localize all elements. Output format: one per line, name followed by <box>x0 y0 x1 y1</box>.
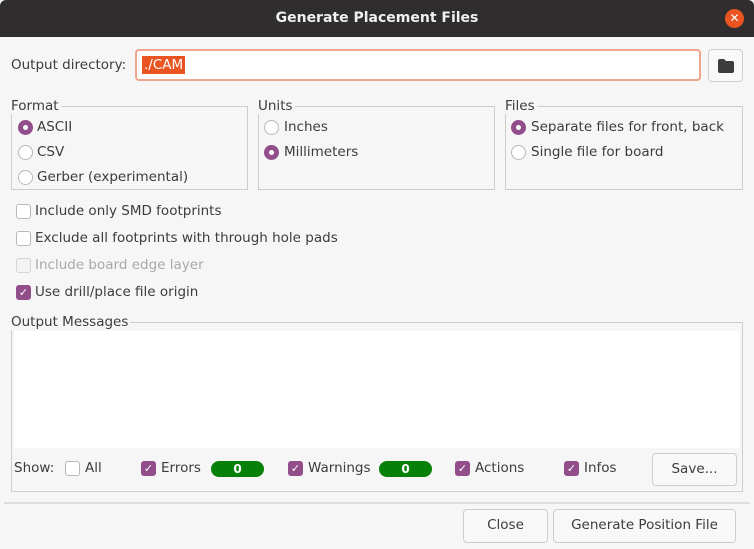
checkbox-icon <box>16 231 31 246</box>
browse-button[interactable] <box>708 49 743 82</box>
radio-icon <box>511 145 526 160</box>
checkmark-icon: ✓ <box>288 461 303 476</box>
checkbox-label: Errors <box>161 460 201 476</box>
output-directory-value: ./CAM <box>142 56 186 74</box>
generate-position-file-button[interactable]: Generate Position File <box>553 509 736 543</box>
radio-label: Gerber (experimental) <box>37 169 189 185</box>
checkbox-label: Warnings <box>308 460 371 476</box>
files-group: Files <box>505 98 743 190</box>
divider <box>4 502 750 504</box>
radio-label: Separate files for front, back <box>531 119 724 135</box>
checkbox-label: Include board edge layer <box>35 257 204 273</box>
checkbox-icon <box>16 204 31 219</box>
title-bar: Generate Placement Files ✕ <box>0 0 754 37</box>
output-directory-input[interactable]: ./CAM <box>135 49 701 81</box>
checkmark-icon: ✓ <box>455 461 470 476</box>
close-button[interactable]: Close <box>463 509 548 543</box>
show-label: Show: <box>14 460 55 476</box>
output-messages-group: Output Messages <box>11 314 743 492</box>
warnings-count-badge: 0 <box>379 461 432 477</box>
units-legend: Units <box>258 98 295 114</box>
radio-icon <box>18 145 33 160</box>
radio-label: Single file for board <box>531 144 664 160</box>
format-group: Format <box>11 98 248 190</box>
checkbox-label: Use drill/place file origin <box>35 284 199 300</box>
output-directory-label: Output directory: <box>11 57 127 73</box>
radio-label: Millimeters <box>284 144 359 160</box>
folder-icon <box>718 59 734 73</box>
checkbox-label: All <box>85 460 102 476</box>
checkbox-label: Infos <box>584 460 617 476</box>
radio-label: CSV <box>37 144 65 160</box>
errors-count-badge: 0 <box>211 461 264 477</box>
radio-icon <box>18 170 33 185</box>
messages-panel[interactable] <box>14 331 740 448</box>
format-legend: Format <box>11 98 61 114</box>
radio-icon <box>264 120 279 135</box>
checkbox-label: Include only SMD footprints <box>35 203 222 219</box>
units-group: Units <box>258 98 495 190</box>
checkmark-icon: ✓ <box>16 285 31 300</box>
radio-icon <box>511 120 526 135</box>
checkbox-label: Exclude all footprints with through hole… <box>35 230 338 246</box>
checkbox-label: Actions <box>475 460 525 476</box>
checkbox-icon <box>16 258 31 273</box>
radio-icon <box>264 145 279 160</box>
radio-label: ASCII <box>37 119 73 135</box>
output-messages-legend: Output Messages <box>11 314 131 330</box>
close-icon[interactable]: ✕ <box>725 9 744 28</box>
checkbox-icon <box>65 461 80 476</box>
radio-label: Inches <box>284 119 328 135</box>
checkmark-icon: ✓ <box>141 461 156 476</box>
window-title: Generate Placement Files <box>275 10 479 26</box>
save-messages-button[interactable]: Save... <box>652 453 737 486</box>
checkmark-icon: ✓ <box>564 461 579 476</box>
radio-icon <box>18 120 33 135</box>
files-legend: Files <box>505 98 537 114</box>
